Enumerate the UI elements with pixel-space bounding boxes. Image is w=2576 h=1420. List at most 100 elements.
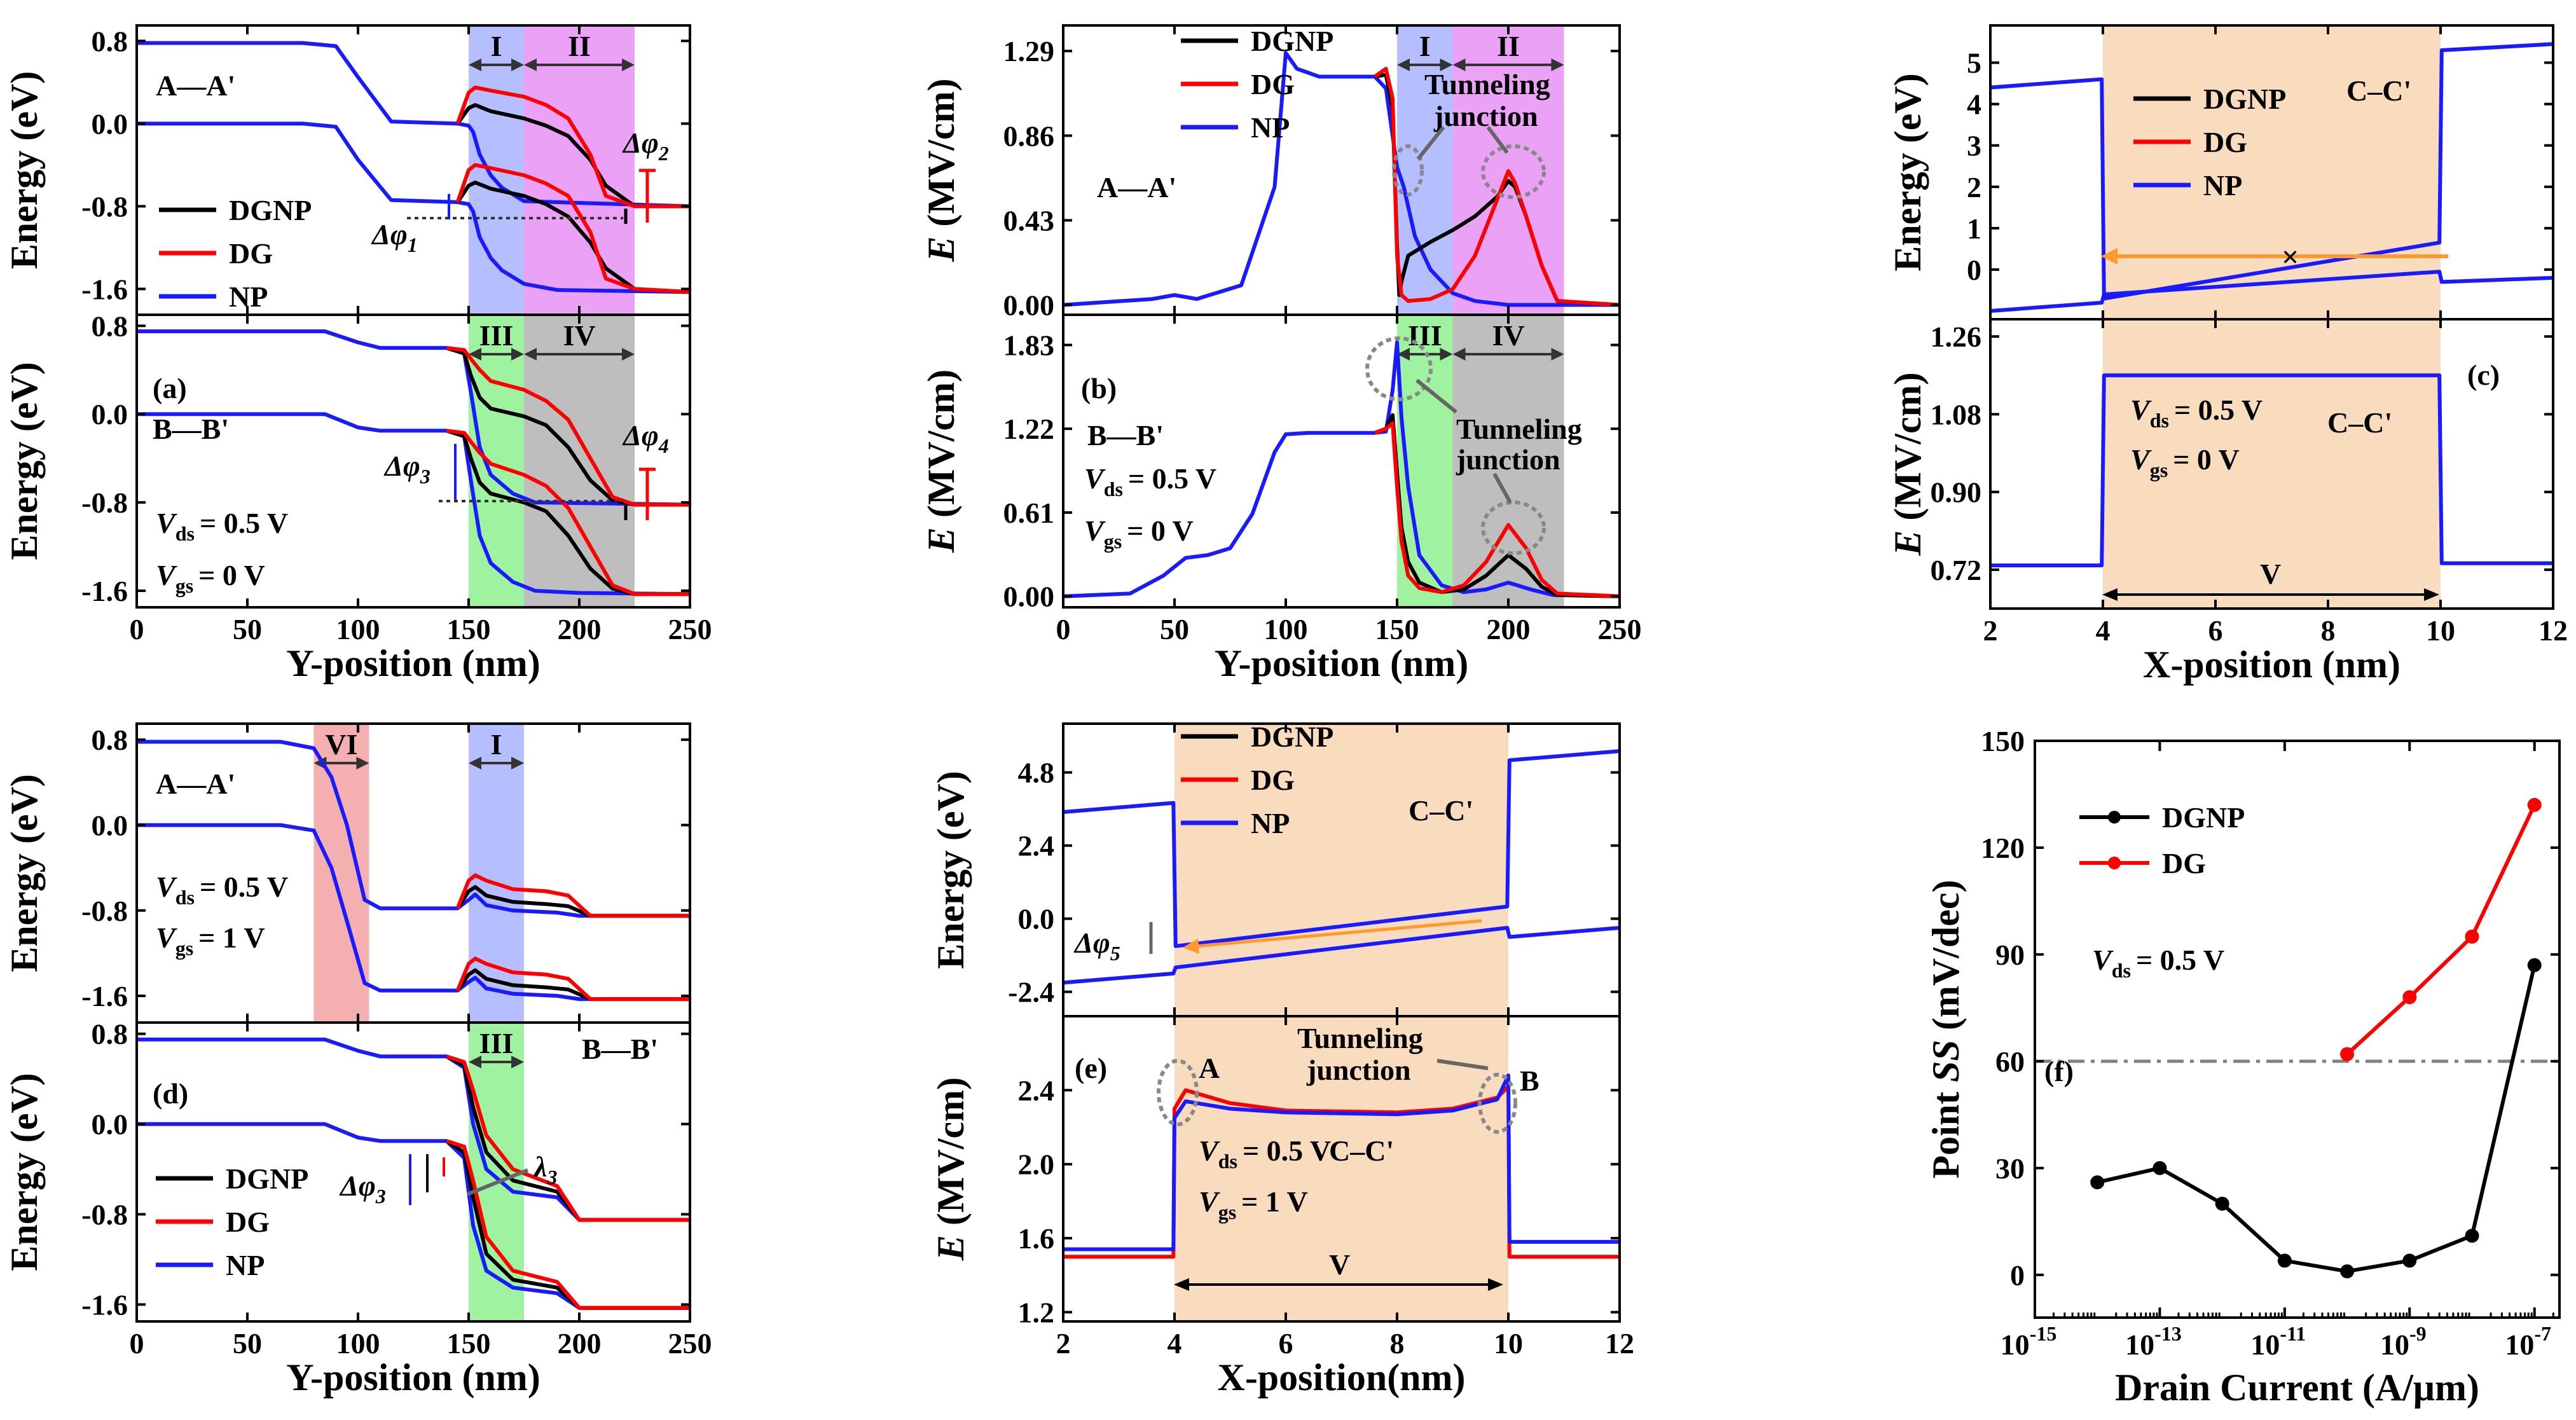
- svg-text:Vds= 0.5 V: Vds = 0.5 V: [2092, 944, 2224, 982]
- region-arrowhead-left: [1452, 348, 1466, 361]
- svg-text:Δφ3: Δφ3: [339, 1169, 386, 1208]
- y-axis-title-part: E: [1887, 530, 1929, 556]
- y-tick-label: 5: [1967, 47, 1981, 79]
- data-point-dgnp: [2465, 1229, 2479, 1243]
- y-tick-label: -0.8: [81, 1199, 128, 1231]
- region-arrowhead-right: [511, 1056, 524, 1068]
- plot-frame: [2034, 740, 2561, 1319]
- series-np-line: [137, 41, 691, 209]
- series-np-line: [137, 121, 691, 294]
- panel-e-tunneling-arrow: [1436, 1059, 1489, 1070]
- y-tick-label: 0.0: [92, 1108, 128, 1141]
- series-np-line: [1063, 340, 1620, 598]
- panel-d-lambda-arrow: [466, 1168, 529, 1196]
- panel-c-v-label: V: [2260, 558, 2281, 590]
- legend-marker-dgnp: [2108, 811, 2121, 824]
- y-axis-title-part: E: [920, 527, 962, 553]
- legend-entry-dgnp: DGNP: [226, 1162, 308, 1195]
- series-dg-line: [455, 163, 691, 294]
- region-arrowhead-left: [469, 757, 481, 769]
- y-tick-label: -1.6: [81, 1288, 128, 1321]
- svg-text:Δφ3: Δφ3: [383, 450, 430, 488]
- y-tick-label: 2.0: [1018, 1148, 1055, 1181]
- x-tick-base: 10: [2505, 1328, 2534, 1361]
- y-tick-label: 0.8: [92, 310, 128, 342]
- y-tick-label: 0: [1967, 254, 1981, 286]
- x-tick-exponent: -7: [2534, 1322, 2551, 1345]
- region-arrowhead-left: [469, 1056, 481, 1068]
- series-dgnp-line: [456, 181, 691, 294]
- y-tick-label: 0.8: [92, 1018, 128, 1051]
- legend-entry-dg: DG: [226, 1206, 270, 1238]
- region-label-VI: VI: [325, 728, 357, 761]
- panel-b-circle-3: [1365, 336, 1433, 401]
- panel-a-vgs: Vgs = 0 V: [156, 559, 265, 597]
- svg-text:Vgs= 0 V: Vgs = 0 V: [2130, 443, 2240, 481]
- y-axis-title: Energy (eV): [3, 362, 45, 560]
- label-cut-cc-e-top: C–C': [1409, 794, 1473, 827]
- data-point-dgnp: [2152, 1161, 2167, 1175]
- series-dg-line: [446, 1054, 690, 1222]
- y-axis-title-part: (MV/cm): [1887, 372, 1929, 530]
- panel-c-bottom-plot: 0.72 0.90 1.08 1.26 2 4 6 8 10 12: [1931, 318, 2568, 647]
- y-axis-title-part: SS: [1925, 1040, 1967, 1082]
- region-label-I: I: [491, 728, 502, 761]
- data-point-dg: [2340, 1047, 2355, 1061]
- region-arrowhead-right: [511, 348, 524, 361]
- y-tick-label: 2.4: [1018, 1074, 1055, 1106]
- panel-a-dphi4: Δφ4: [622, 419, 669, 457]
- y-tick-label: 1.6: [1018, 1222, 1055, 1255]
- panel-e-orange-arrow: [1195, 919, 1482, 948]
- y-tick-label: 0.90: [1931, 476, 1982, 509]
- region-II: [524, 25, 635, 315]
- data-point-dgnp: [2090, 1175, 2105, 1190]
- label-cut-bb-d: B—B': [582, 1033, 658, 1065]
- x-tick-label: 150: [447, 613, 491, 645]
- data-point-dg: [2527, 797, 2542, 812]
- svg-text:Vgs= 0 V: Vgs = 0 V: [1084, 514, 1194, 553]
- x-tick-label: 250: [1598, 613, 1642, 645]
- svg-text:Vgs= 1 V: Vgs = 1 V: [1199, 1185, 1308, 1224]
- series-np-line: [1063, 1073, 1620, 1251]
- y-tick-label: 0.0: [1018, 903, 1055, 935]
- y-tick-label: 1.29: [1003, 35, 1055, 67]
- x-tick-label: 10-13: [2125, 1322, 2182, 1361]
- panel-b-tunneling-bottom-2: junction: [1456, 443, 1560, 476]
- panel-c-label: (c): [2467, 359, 2500, 391]
- panel-c-v-arrowhead-right: [2424, 588, 2439, 601]
- y-axis-title-part: (mV/dec): [1925, 880, 1967, 1040]
- panel-c-vds: Vds = 0.5 V: [2130, 394, 2263, 432]
- y-tick-label: 2.4: [1018, 830, 1055, 862]
- panel-a-dphi2: Δφ2: [622, 127, 669, 165]
- svg-text:λ3: λ3: [533, 1150, 557, 1189]
- y-axis-title: E (MV/cm): [930, 1077, 972, 1261]
- legend-entry-np: NP: [1251, 111, 1290, 144]
- panel-e-v-arrowhead-right: [1488, 1278, 1503, 1291]
- region-label-II: II: [1497, 30, 1520, 62]
- legend-entry-dg: DG: [1251, 764, 1295, 796]
- region-label-III: III: [479, 1027, 514, 1059]
- y-tick-label: 1: [1967, 212, 1981, 245]
- y-tick-label: 0.0: [92, 398, 128, 431]
- region-label-I: I: [491, 30, 502, 62]
- panel-e-vds: Vds = 0.5 V: [1199, 1134, 1331, 1173]
- series-dg-line: [446, 429, 690, 596]
- y-tick-label: 0.86: [1003, 120, 1055, 152]
- series-np-line: [137, 823, 690, 1002]
- y-tick-label: 0.61: [1003, 497, 1055, 529]
- x-tick-label: 100: [336, 613, 380, 645]
- y-tick-label: 0.43: [1003, 204, 1055, 237]
- x-tick-label: 10-7: [2505, 1322, 2551, 1361]
- region-gate: [2103, 319, 2441, 609]
- x-tick-label: 0: [1056, 613, 1071, 645]
- x-tick-label: 4: [1167, 1327, 1182, 1360]
- panel-b-circle-1: [1392, 144, 1424, 196]
- x-tick-label: 8: [1390, 1327, 1405, 1360]
- x-tick-exponent: -11: [2280, 1322, 2306, 1345]
- y-tick-label: 0.72: [1931, 554, 1982, 586]
- svg-text:Vgs= 1 V: Vgs = 1 V: [156, 921, 265, 960]
- series-dgnp-line: [456, 103, 690, 209]
